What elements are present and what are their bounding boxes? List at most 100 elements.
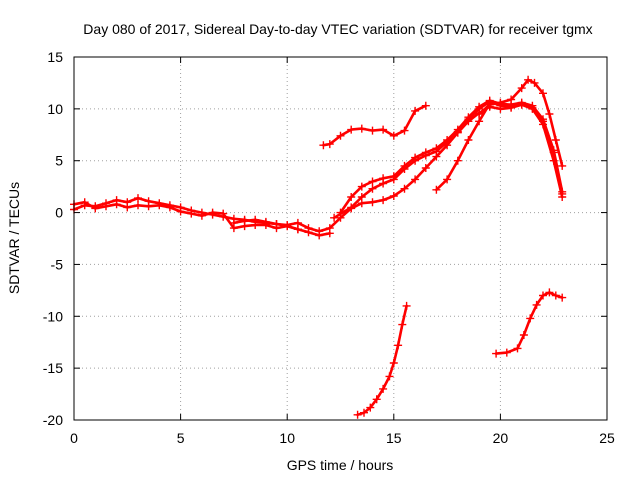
data-point-marker bbox=[91, 204, 100, 213]
data-point-marker bbox=[432, 185, 441, 194]
data-point-marker bbox=[411, 175, 420, 184]
data-point-marker bbox=[325, 224, 334, 233]
y-tick-label: 10 bbox=[47, 101, 63, 117]
data-point-marker bbox=[389, 359, 398, 367]
data-point-marker bbox=[453, 127, 462, 136]
series-arc-f bbox=[475, 75, 567, 170]
grid bbox=[74, 57, 607, 420]
chart-title: Day 080 of 2017, Sidereal Day-to-day VTE… bbox=[83, 21, 592, 37]
y-tick-label: 5 bbox=[55, 153, 63, 169]
data-points bbox=[70, 75, 567, 419]
data-point-marker bbox=[229, 218, 238, 227]
x-tick-label: 0 bbox=[70, 430, 78, 446]
data-point-marker bbox=[134, 194, 142, 203]
data-point-marker bbox=[330, 213, 339, 222]
data-point-marker bbox=[421, 151, 430, 160]
data-point-marker bbox=[443, 138, 452, 146]
data-point-marker bbox=[353, 410, 362, 419]
y-tick-label: 0 bbox=[55, 205, 63, 221]
data-point-marker bbox=[379, 196, 388, 205]
data-point-marker bbox=[336, 131, 345, 140]
series-trace bbox=[356, 304, 408, 417]
data-point-marker bbox=[517, 99, 526, 108]
x-tick-label: 25 bbox=[599, 430, 615, 446]
data-point-marker bbox=[155, 201, 164, 210]
x-tick-label: 10 bbox=[279, 430, 295, 446]
data-point-marker bbox=[368, 126, 377, 135]
data-point-marker bbox=[219, 209, 228, 218]
data-point-marker bbox=[197, 211, 206, 220]
data-point-marker bbox=[368, 198, 377, 207]
y-tick-label: -15 bbox=[43, 360, 63, 376]
data-point-marker bbox=[549, 148, 558, 157]
data-point-marker bbox=[507, 95, 516, 104]
series-arc-d bbox=[336, 96, 567, 217]
data-point-marker bbox=[545, 288, 554, 297]
data-point-marker bbox=[394, 341, 403, 350]
data-point-marker bbox=[379, 125, 388, 134]
data-point-marker bbox=[558, 293, 567, 302]
data-point-marker bbox=[293, 218, 302, 227]
x-tick-label: 15 bbox=[386, 430, 402, 446]
data-point-marker bbox=[389, 131, 398, 140]
data-point-marker bbox=[532, 300, 541, 309]
data-point-marker bbox=[526, 314, 535, 323]
data-point-marker bbox=[502, 348, 511, 357]
data-point-marker bbox=[545, 110, 554, 118]
data-point-marker bbox=[347, 125, 356, 134]
series-trace bbox=[339, 99, 564, 214]
data-point-marker bbox=[347, 203, 356, 212]
y-tick-labels: 15 10 5 0 -5 -10 -15 -20 bbox=[43, 49, 63, 428]
y-tick-label: -10 bbox=[43, 308, 63, 324]
data-point-marker bbox=[389, 192, 398, 200]
series-arc-g bbox=[319, 101, 430, 150]
data-point-marker bbox=[519, 331, 528, 339]
data-point-marker bbox=[402, 301, 411, 310]
data-point-marker bbox=[485, 99, 494, 108]
data-point-marker bbox=[357, 182, 366, 191]
series-arc-h bbox=[432, 99, 494, 194]
data-point-marker bbox=[507, 102, 516, 111]
data-point-marker bbox=[400, 184, 409, 193]
plot-frame bbox=[73, 56, 608, 421]
data-point-marker bbox=[421, 101, 430, 110]
data-point-marker bbox=[558, 189, 567, 198]
data-point-marker bbox=[368, 184, 377, 193]
series-trace bbox=[72, 200, 300, 231]
data-point-marker bbox=[379, 179, 388, 188]
data-point-marker bbox=[304, 224, 313, 233]
data-point-marker bbox=[517, 84, 526, 93]
series-arc-e bbox=[330, 97, 567, 222]
data-point-marker bbox=[475, 117, 484, 126]
data-point-marker bbox=[123, 203, 132, 212]
series-arc-j bbox=[492, 288, 567, 358]
data-point-marker bbox=[379, 384, 388, 393]
data-point-marker bbox=[464, 115, 473, 124]
data-point-marker bbox=[464, 136, 473, 144]
data-point-marker bbox=[432, 147, 441, 156]
series-trace bbox=[332, 100, 564, 220]
data-point-marker bbox=[187, 209, 196, 218]
series-trace bbox=[494, 291, 564, 355]
data-point-marker bbox=[389, 175, 398, 184]
data-point-marker bbox=[80, 198, 89, 207]
series-arc-c bbox=[229, 100, 567, 236]
data-point-marker bbox=[400, 126, 409, 135]
y-tick-label: -5 bbox=[51, 256, 64, 272]
data-point-marker bbox=[496, 98, 505, 107]
y-tick-label: 15 bbox=[47, 49, 63, 65]
data-point-marker bbox=[453, 156, 462, 165]
data-point-marker bbox=[421, 164, 430, 172]
data-point-marker bbox=[208, 208, 217, 217]
y-tick-label: -20 bbox=[43, 412, 63, 428]
series-trace bbox=[322, 104, 428, 147]
data-point-marker bbox=[240, 216, 249, 225]
data-point-marker bbox=[134, 201, 142, 210]
data-point-marker bbox=[443, 175, 452, 184]
data-point-marker bbox=[475, 110, 484, 118]
data-point-marker bbox=[530, 78, 539, 87]
data-point-marker bbox=[315, 227, 324, 236]
data-point-marker bbox=[411, 156, 420, 165]
data-point-marker bbox=[539, 89, 547, 98]
